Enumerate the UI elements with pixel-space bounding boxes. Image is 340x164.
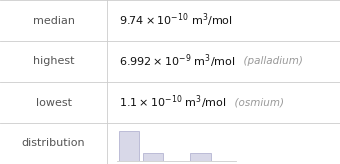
Text: distribution: distribution xyxy=(22,139,85,148)
Text: (palladium): (palladium) xyxy=(237,57,303,66)
Text: $1.1\times10^{-10}$ m$^{3}$/mol: $1.1\times10^{-10}$ m$^{3}$/mol xyxy=(119,94,226,111)
Text: (osmium): (osmium) xyxy=(228,98,284,107)
Text: lowest: lowest xyxy=(36,98,71,107)
Text: highest: highest xyxy=(33,57,74,66)
Bar xyxy=(119,131,139,161)
Bar xyxy=(143,153,163,161)
Text: $6.992\times10^{-9}$ m$^{3}$/mol: $6.992\times10^{-9}$ m$^{3}$/mol xyxy=(119,53,236,70)
Text: $9.74\times10^{-10}$ m$^{3}$/mol: $9.74\times10^{-10}$ m$^{3}$/mol xyxy=(119,12,233,29)
Bar xyxy=(190,153,211,161)
Text: median: median xyxy=(33,16,74,25)
